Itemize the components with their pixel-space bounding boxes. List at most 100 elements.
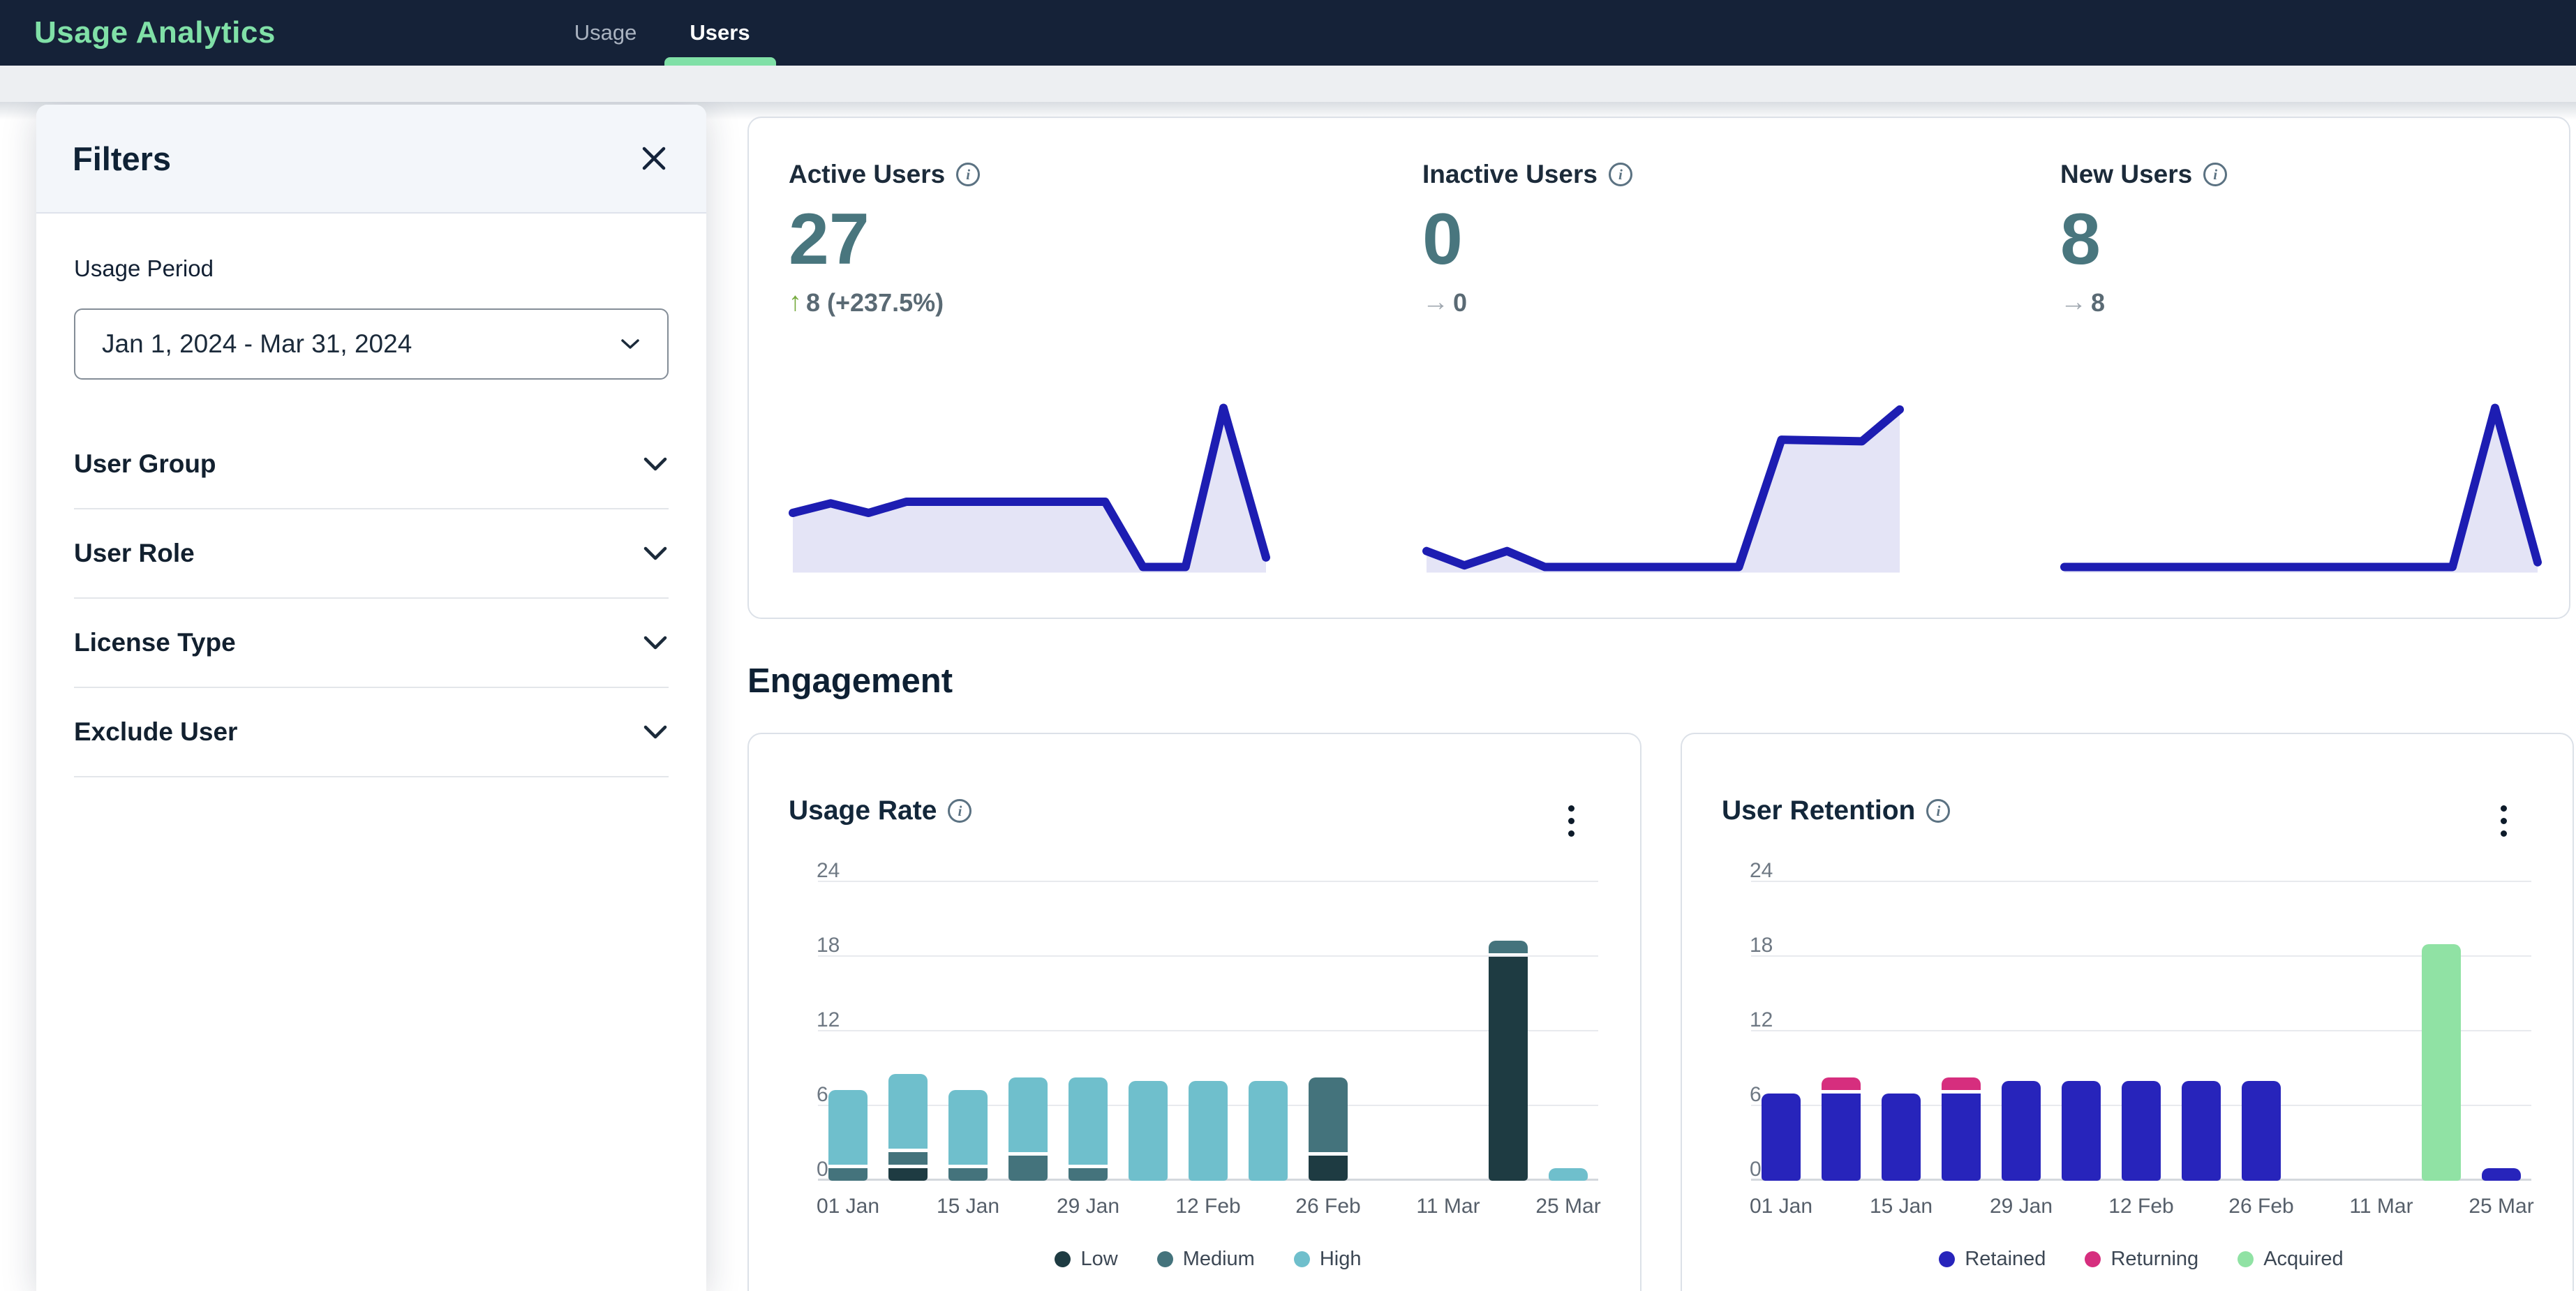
bar-segment[interactable] [1069,1168,1108,1181]
info-icon[interactable]: i [1609,163,1632,186]
chevron-down-icon [642,456,669,472]
legend-label: Medium [1183,1248,1255,1271]
bar-segment[interactable] [1309,1156,1348,1181]
bar-segment[interactable] [2482,1168,2521,1181]
app-title: Usage Analytics [34,15,276,50]
user-retention-plot: 06121824 [1751,882,2531,1181]
chart-title: Usage Rate [789,796,937,826]
trend-flat-icon: → [2060,288,2087,318]
usage-period-label: Usage Period [74,255,669,282]
bar-segment[interactable] [828,1168,868,1181]
engagement-heading: Engagement [747,662,953,701]
filter-section-label: Exclude User [74,717,237,747]
nav-tabs: Usage Users [548,0,777,66]
subheader-strip [0,66,2576,102]
legend-dot-icon [1157,1251,1173,1267]
kpi-active-users: Active Users i 27 ↑ 8 (+237.5%) [789,118,1319,318]
legend-item-acquired[interactable]: Acquired [2238,1248,2343,1271]
bar-segment[interactable] [1942,1077,1981,1090]
bar-segment[interactable] [1822,1094,1861,1181]
x-tick-label: 11 Mar [2349,1195,2413,1218]
bar-segment[interactable] [1822,1077,1861,1090]
bar-segment[interactable] [828,1090,868,1165]
filter-section-exclude-user[interactable]: Exclude User [74,688,669,777]
filter-section-license-type[interactable]: License Type [74,599,669,688]
bar-segment[interactable] [2182,1081,2221,1181]
bar-segment[interactable] [1189,1081,1228,1181]
x-tick-label: 15 Jan [937,1195,999,1218]
bar-segment[interactable] [2422,944,2461,1181]
bar-segment[interactable] [888,1152,928,1165]
kebab-menu-icon[interactable] [2496,801,2511,841]
kpi-value: 0 [1422,202,1953,278]
info-icon[interactable]: i [1926,799,1950,823]
bar-segment[interactable] [1309,1077,1348,1152]
kebab-menu-icon[interactable] [1564,801,1579,841]
x-tick-label: 15 Jan [1870,1195,1933,1218]
x-tick-label: 29 Jan [1057,1195,1119,1218]
new-users-sparkline [2060,392,2542,581]
kpi-inactive-users: Inactive Users i 0 → 0 [1422,118,1953,318]
filters-body: Usage Period Jan 1, 2024 - Mar 31, 2024 … [36,255,706,777]
bar-segment[interactable] [888,1168,928,1181]
legend-item-high[interactable]: High [1294,1248,1362,1271]
filter-section-user-role[interactable]: User Role [74,509,669,599]
y-tick-label: 24 [817,859,865,883]
trend-up-icon: ↑ [789,288,802,318]
bars-area [818,882,1598,1181]
legend-dot-icon [1294,1251,1310,1267]
x-tick-label: 26 Feb [1295,1195,1360,1218]
kpi-delta: → 8 [2060,288,2576,318]
bar-segment[interactable] [1129,1081,1168,1181]
trend-flat-icon: → [1422,288,1449,318]
kpi-new-users: New Users i 8 → 8 [2060,118,2576,318]
user-retention-card: User Retention i 06121824 01 Jan15 Jan29… [1681,733,2574,1291]
x-tick-label: 01 Jan [817,1195,879,1218]
bar-segment[interactable] [1249,1081,1288,1181]
filters-panel: Filters Usage Period Jan 1, 2024 - Mar 3… [36,105,706,1291]
filter-section-user-group[interactable]: User Group [74,420,669,509]
x-tick-label: 12 Feb [2108,1195,2173,1218]
bar-segment[interactable] [1882,1094,1921,1181]
legend-label: Retained [1965,1248,2046,1271]
bar-segment[interactable] [1008,1077,1048,1152]
kpi-summary-card: Active Users i 27 ↑ 8 (+237.5%) Inactive… [747,117,2570,619]
bar-segment[interactable] [1069,1077,1108,1165]
bar-segment[interactable] [1762,1094,1801,1181]
legend-dot-icon [2085,1251,2101,1267]
legend-item-returning[interactable]: Returning [2085,1248,2198,1271]
bar-segment[interactable] [948,1090,988,1165]
bar-segment[interactable] [1008,1156,1048,1181]
bars-area [1751,882,2531,1181]
bar-segment[interactable] [1549,1168,1588,1181]
bar-segment[interactable] [1942,1094,1981,1181]
legend-label: Low [1080,1248,1117,1271]
x-tick-label: 25 Mar [2469,1195,2533,1218]
tab-users[interactable]: Users [663,0,776,66]
x-tick-label: 29 Jan [1990,1195,2053,1218]
usage-rate-legend: Low Medium High [818,1248,1598,1271]
close-icon[interactable] [638,142,670,174]
bar-segment[interactable] [888,1074,928,1149]
usage-period-select[interactable]: Jan 1, 2024 - Mar 31, 2024 [74,308,669,380]
bar-segment[interactable] [2062,1081,2101,1181]
info-icon[interactable]: i [948,799,971,823]
tab-usage[interactable]: Usage [548,0,664,66]
legend-item-low[interactable]: Low [1055,1248,1117,1271]
kpi-delta-text: 8 [2091,288,2105,318]
bar-segment[interactable] [1489,941,1528,953]
legend-item-retained[interactable]: Retained [1939,1248,2046,1271]
chevron-down-icon [642,634,669,651]
info-icon[interactable]: i [956,163,980,186]
bar-segment[interactable] [2242,1081,2281,1181]
bar-segment[interactable] [2122,1081,2161,1181]
bar-segment[interactable] [1489,957,1528,1181]
kpi-delta: ↑ 8 (+237.5%) [789,288,1319,318]
bar-segment[interactable] [2002,1081,2041,1181]
active-tab-indicator [664,57,776,66]
kpi-label: Inactive Users [1422,160,1598,189]
legend-label: Acquired [2263,1248,2343,1271]
bar-segment[interactable] [948,1168,988,1181]
info-icon[interactable]: i [2203,163,2227,186]
legend-item-medium[interactable]: Medium [1157,1248,1255,1271]
